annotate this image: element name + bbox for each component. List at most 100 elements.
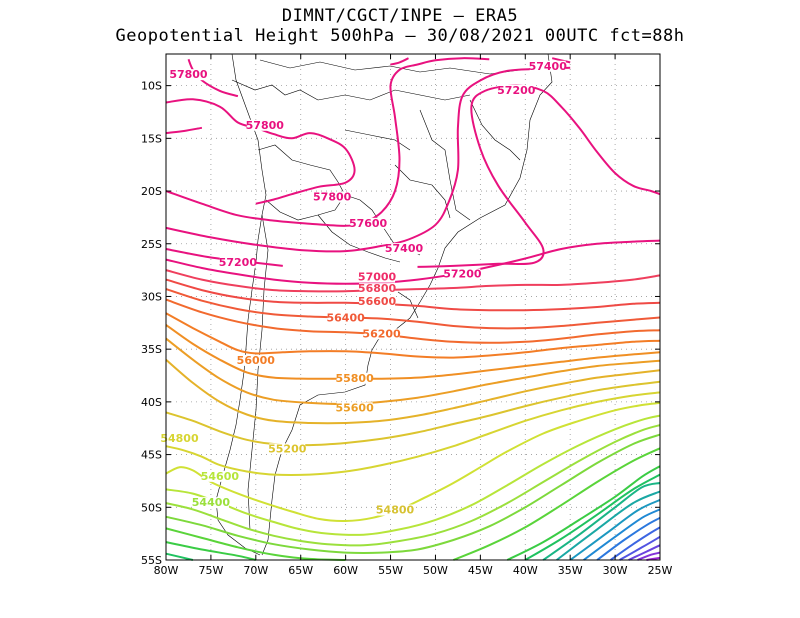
border-paraguay-argentina [317,214,401,263]
contour-label-bg [498,85,535,97]
contour-57000 [165,239,661,285]
x-tick-label: 60W [333,564,358,577]
contour-label-bg [219,256,256,268]
border-brazil-uruguay [397,291,419,319]
contour-label: 56200 [362,328,401,341]
x-tick-label: 35W [558,564,583,577]
contour-54200 [165,433,661,554]
contour-51800 [637,551,661,561]
y-tick-label: 15S [141,132,162,145]
contour-label: 54800 [376,504,415,517]
contour-56200 [165,298,661,344]
contour-57800 [165,126,203,135]
y-tick-label: 55S [141,554,162,567]
contour-53800 [165,541,257,561]
contour-label: 57000 [358,271,397,284]
x-tick-label: 65W [288,564,313,577]
contour-label: 54600 [201,470,240,483]
contour-label-bg [246,119,283,131]
x-tick-label: 80W [154,564,179,577]
contour-54000 [453,447,661,561]
contour-label: 57600 [349,217,388,230]
contour-53200 [556,490,661,561]
contour-labels: 57800 57800 57800 57600 57400 57400 57200 57200… [160,60,567,517]
contour-55400 [165,358,661,425]
contour-label-bg [327,312,364,324]
x-tick-label: 40W [513,564,538,577]
border-peru-brazil [231,79,319,101]
y-tick-label: 40S [141,396,162,409]
contour-label: 57400 [385,242,424,255]
contour-52400 [610,526,661,561]
axis-ticks: 80W 75W 70W 65W 60W 55W 50W 45W 40W 35W 30W 25W 10S 1… [141,54,673,577]
contour-55200 [165,380,661,447]
contour-label-bg [201,470,238,482]
contour-label: 57800 [313,190,352,203]
x-tick-label: 25W [648,564,673,577]
contour-57400 [551,57,571,64]
contour-52600 [596,516,661,561]
contour-56800 [165,269,661,293]
contour-label-bg [314,191,351,203]
contour-label: 55800 [335,372,374,385]
contour-label-bg [237,354,274,366]
contour-55000 [165,391,661,476]
contour-label-bg [359,283,396,295]
y-tick-label: 20S [141,185,162,198]
y-tick-label: 10S [141,80,162,93]
y-tick-label: 45S [141,449,162,462]
border-brazil-north [317,89,471,101]
contour-55800 [165,324,661,380]
x-tick-label: 30W [603,564,628,577]
contour-label: 57200 [497,84,536,97]
contour-label: 54400 [192,496,231,509]
x-tick-label: 70W [243,564,268,577]
contour-label: 57200 [443,267,482,280]
contour-57400 [165,66,571,253]
contour-53000 [569,498,661,561]
contour-label-bg [336,372,373,384]
contour-label-bg [336,402,373,414]
y-tick-label: 30S [141,290,162,303]
contour-56400 [165,288,661,330]
x-tick-label: 75W [198,564,223,577]
contour-57800 [187,58,239,98]
contour-57600 [165,57,490,227]
y-tick-label: 35S [141,343,162,356]
contour-label-bg [350,217,387,229]
contour-label: 56800 [358,282,397,295]
contour-52200 [619,535,661,561]
contour-label: 56600 [358,295,397,308]
chart-title-line1: DIMNT/CGCT/INPE – ERA5 [281,6,519,26]
contour-53800 [506,465,661,561]
x-tick-label: 50W [423,564,448,577]
chart-title-line2: Geopotential Height 500hPa – 30/08/2021 … [115,26,685,46]
border-states-2 [469,99,521,161]
contour-57800 [390,57,409,66]
river-amazon [259,59,521,75]
contour-label: 56400 [326,312,365,325]
contour-label-bg [363,328,400,340]
contour-56600 [165,278,661,312]
contour-label-bg [377,504,414,516]
contour-label: 54800 [160,432,199,445]
coastline-west [215,53,267,556]
contour-55600 [165,337,661,406]
contour-label-bg [386,243,423,255]
x-tick-label: 55W [378,564,403,577]
contour-label: 57800 [169,68,208,81]
border-states-4 [344,129,411,151]
contour-label: 57800 [246,119,285,132]
contour-54000 [165,527,346,561]
contour-label-bg [359,295,396,307]
border-states-1 [419,109,471,221]
contour-54600 [165,414,661,536]
contour-label-bg [359,271,396,283]
contour-52000 [628,544,661,561]
contour-label-bg [192,497,229,509]
contour-label-bg [444,268,481,280]
x-tick-label: 45W [468,564,493,577]
contour-53600 [524,473,661,561]
plot-frame [165,53,661,561]
